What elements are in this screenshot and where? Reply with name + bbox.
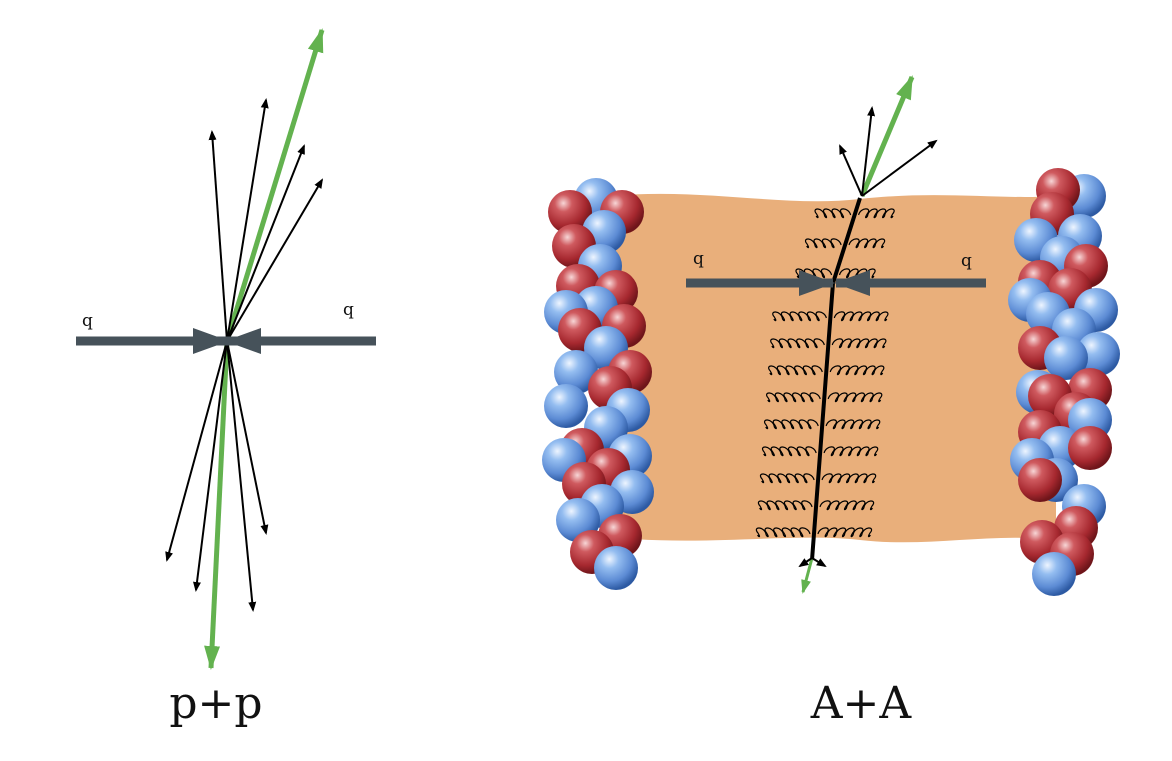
aa-quark-label-right: q bbox=[961, 251, 972, 271]
neutron bbox=[1076, 332, 1120, 376]
gluon-curl-right bbox=[858, 208, 895, 219]
pp-quark-label-left: q bbox=[82, 311, 93, 331]
gluon-curl-right bbox=[817, 527, 873, 538]
neutron bbox=[544, 384, 588, 428]
proton bbox=[1018, 458, 1062, 502]
gluon-curl-right bbox=[827, 392, 883, 403]
aa-caption: A+A bbox=[810, 678, 913, 729]
pp-particle-up bbox=[208, 130, 228, 342]
pp-particle-up bbox=[226, 144, 305, 342]
gluon-curl-left bbox=[768, 365, 823, 376]
gluon-curl-right bbox=[823, 446, 879, 457]
gluon-curl-left bbox=[772, 311, 827, 322]
pp-particle-down bbox=[165, 340, 228, 562]
pp-leading-jet-down bbox=[204, 340, 230, 670]
gluon-curl-right bbox=[829, 365, 885, 376]
aa-jet-particles bbox=[798, 75, 938, 594]
aa-leading-jet-up bbox=[859, 75, 915, 197]
pp-particle-up bbox=[226, 178, 324, 342]
gluon-curl-right bbox=[819, 500, 875, 511]
aa-leading-jet-down bbox=[801, 557, 814, 594]
aa-particle-up bbox=[861, 106, 876, 197]
gluon-curl-right bbox=[831, 338, 887, 349]
nucleus-left bbox=[542, 178, 654, 590]
gluon-curl-right bbox=[821, 473, 877, 484]
pp-caption: p+p bbox=[169, 678, 262, 729]
pp-jet-particles bbox=[165, 28, 325, 670]
aa-panel: q q A+A bbox=[542, 75, 1120, 729]
neutron bbox=[554, 350, 598, 394]
gluon-curl-left bbox=[757, 500, 813, 511]
pp-particle-up bbox=[226, 98, 269, 342]
pp-panel: q q p+p bbox=[76, 28, 376, 729]
neutron bbox=[1044, 336, 1088, 380]
gluon-curl-left bbox=[766, 392, 821, 403]
gluon-curl-left bbox=[755, 527, 811, 538]
aa-particle-down bbox=[811, 557, 827, 568]
gluon-curl-left bbox=[770, 338, 825, 349]
aa-quark-label-left: q bbox=[693, 249, 704, 269]
aa-particle-up bbox=[839, 144, 863, 197]
aa-particle-down bbox=[798, 557, 813, 568]
proton bbox=[1068, 426, 1112, 470]
pp-particle-down bbox=[193, 340, 228, 592]
gluon-curl-right bbox=[825, 419, 881, 430]
jet-track bbox=[810, 197, 862, 561]
gluon-curl-right bbox=[848, 238, 886, 249]
neutron bbox=[1032, 552, 1076, 596]
pp-particle-down bbox=[226, 340, 257, 612]
pp-particle-down bbox=[226, 340, 269, 535]
neutron bbox=[594, 546, 638, 590]
aa-particle-up bbox=[861, 139, 938, 197]
gluon-curl-left bbox=[764, 419, 819, 430]
pp-quark-label-right: q bbox=[343, 300, 354, 320]
gluon-curl-left bbox=[762, 446, 817, 457]
pp-leading-jet-up bbox=[224, 28, 325, 342]
gluon-curl-right bbox=[833, 311, 889, 322]
proton bbox=[548, 190, 592, 234]
gluon-curl-left bbox=[814, 208, 852, 219]
gluon-curl-left bbox=[805, 238, 842, 249]
gluon-curl-left bbox=[760, 473, 815, 484]
nucleus-right bbox=[1008, 168, 1120, 596]
